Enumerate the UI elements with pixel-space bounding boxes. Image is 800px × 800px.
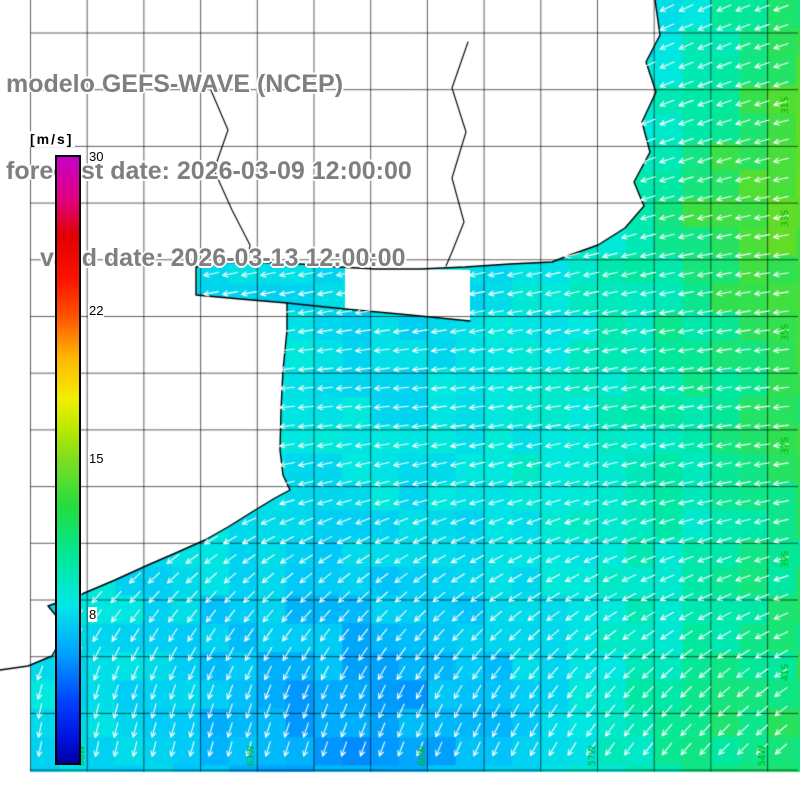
colorbar-tick-label: 30 [88,149,105,164]
map-header: modelo GEFS-WAVE (NCEP) forecast date: 2… [6,12,412,331]
colorbar-tick-label: 15 [88,451,105,466]
valid-date-label: valid date: 2026-03-13 12:00:00 [40,244,406,272]
colorbar [55,155,81,765]
forecast-date-label: forecast date: 2026-03-09 12:00:00 [6,157,412,185]
colorbar-tick-label: 22 [88,303,105,318]
colorbar-tick-label: 8 [88,607,98,622]
colorbar-unit-label: [m/s] [28,131,76,147]
model-title: modelo GEFS-WAVE (NCEP) [6,70,344,98]
